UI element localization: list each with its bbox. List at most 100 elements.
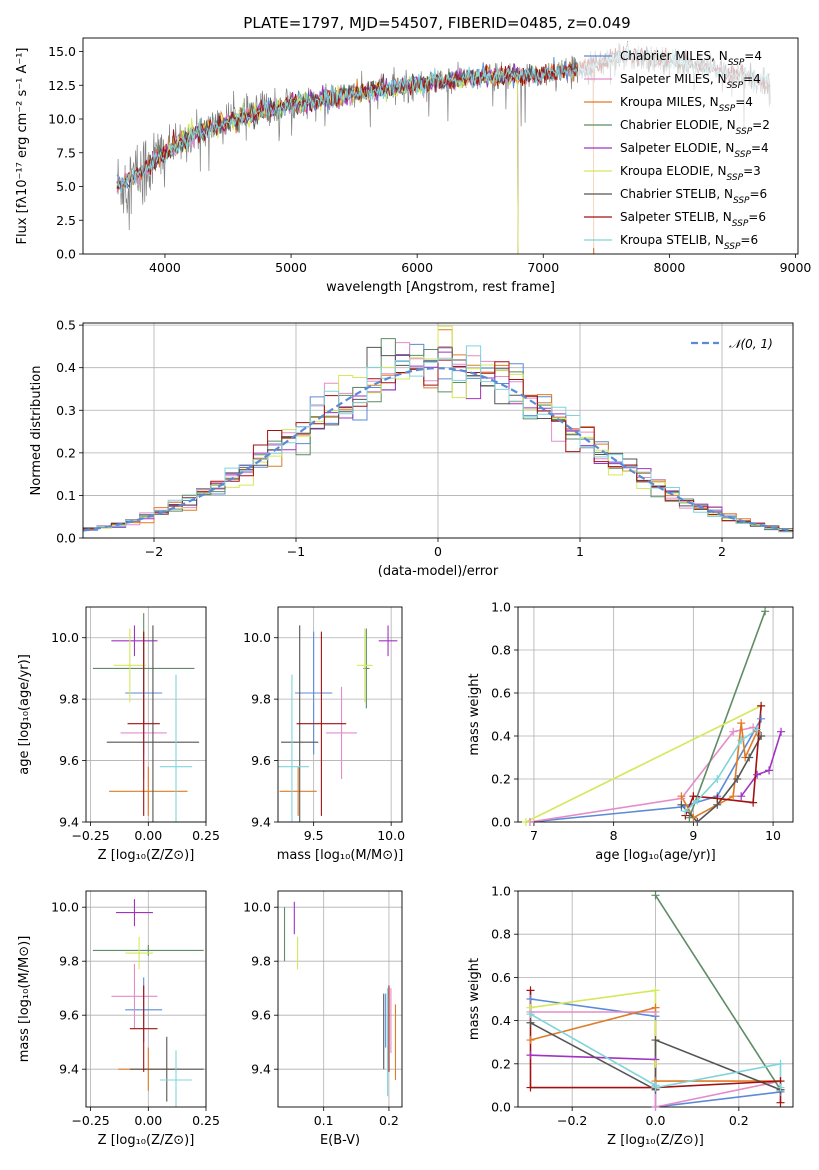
axes-frame <box>85 890 207 1108</box>
legend-entry: 𝒩(0, 1) <box>729 337 773 351</box>
y-axis-label: mass weight <box>467 958 482 1040</box>
y-tick-label: 0.1 <box>56 488 76 503</box>
errorbar-point <box>378 625 398 657</box>
x-tick-label: 0.1 <box>314 1113 334 1128</box>
axes-frame <box>82 322 794 539</box>
weight-line <box>529 726 754 822</box>
y-tick-label: 9.6 <box>59 1008 79 1023</box>
plot-area-mass_vs_EBV <box>283 901 397 1097</box>
legend-box <box>578 42 796 248</box>
x-tick-label: 7000 <box>527 260 559 275</box>
errorbar-point <box>129 985 158 1072</box>
errorbar-point <box>159 674 193 822</box>
x-axis-label: Z [log₁₀(Z/Z⊙)] <box>607 1133 704 1148</box>
weight-line <box>680 735 762 822</box>
weight-marker <box>745 753 754 762</box>
x-axis-label: Z [log₁₀(Z/Z⊙)] <box>98 1133 195 1148</box>
x-tick-label: 0.25 <box>192 828 220 843</box>
errorbar-point <box>109 766 188 816</box>
x-tick-label: 10 <box>765 828 781 843</box>
y-tick-label: 0.0 <box>491 815 511 830</box>
normal-curve <box>83 367 793 532</box>
axes-frame <box>277 890 403 1108</box>
weight-line <box>688 611 766 818</box>
errorbar-point <box>113 628 146 703</box>
y-tick-label: 0.5 <box>56 318 76 333</box>
weight-marker <box>729 792 738 801</box>
weight-marker <box>689 792 698 801</box>
x-tick-label: 8000 <box>653 260 685 275</box>
panel-mass_vs_Z: −0.25 0.00 0.25 9.4 9.6 9.8 10.0 Z [log₁₀(Z/Z⊙)… <box>17 890 220 1148</box>
errorbar-point <box>296 631 347 816</box>
weight-marker <box>753 725 762 734</box>
axes-frame <box>277 606 403 823</box>
y-tick-label: 10.0 <box>48 112 76 127</box>
y-tick-label: 0.6 <box>491 686 511 701</box>
x-tick-label: 9000 <box>780 260 812 275</box>
panel-spectrum: 4000 5000 6000 7000 8000 9000 0.0 2.5 5.0 7.5 10.0… <box>15 37 812 295</box>
x-tick-label: 0 <box>434 544 442 559</box>
x-tick-label: 4000 <box>149 260 181 275</box>
errorbar-point <box>111 625 158 657</box>
errorbar-point <box>127 631 160 816</box>
weight-marker <box>526 986 535 995</box>
y-tick-label: 10.0 <box>243 900 271 915</box>
y-axis-label: Normed distribution <box>29 366 44 496</box>
weight-marker <box>651 1103 660 1111</box>
weight-marker <box>693 796 702 805</box>
x-tick-label: −1 <box>287 544 305 559</box>
x-tick-label: −0.25 <box>71 1113 109 1128</box>
panel-weight_vs_age: 7 8 9 10 0.0 0.2 0.4 0.6 0.8 1.0 age [log₁₀(age/yr… <box>467 600 794 863</box>
y-tick-label: 9.6 <box>59 753 79 768</box>
weight-marker <box>776 1083 785 1092</box>
y-tick-label: 9.8 <box>59 692 79 707</box>
x-tick-label: 1 <box>576 544 584 559</box>
x-tick-label: 0.25 <box>192 1113 220 1128</box>
x-axis-label: wavelength [Angstrom, rest frame] <box>326 280 555 295</box>
y-tick-label: 0.3 <box>56 403 76 418</box>
axes-frame <box>82 37 799 255</box>
plot-area-weight_vs_age <box>525 611 782 822</box>
weight-line <box>530 1054 656 1061</box>
plot-area-residuals <box>83 325 793 533</box>
weight-marker <box>651 1083 660 1092</box>
residual-histogram <box>83 345 793 533</box>
errorbar-point <box>129 1036 204 1102</box>
errorbar-point <box>326 686 358 779</box>
x-tick-label: 5000 <box>275 260 307 275</box>
weight-line <box>654 894 782 1091</box>
errorbar-point <box>357 628 373 703</box>
errorbar-point <box>106 625 200 822</box>
y-axis-label: Flux [fλ10⁻¹⁷ erg cm⁻² s⁻¹ A⁻¹] <box>15 48 30 245</box>
weight-line <box>525 705 762 822</box>
y-tick-label: 0.2 <box>56 445 76 460</box>
weight-marker <box>713 775 722 783</box>
y-tick-label: 9.4 <box>59 815 79 830</box>
x-tick-label: 0.00 <box>134 828 162 843</box>
plot-area-age_vs_Z <box>92 613 200 822</box>
axes-frame <box>85 606 207 823</box>
x-axis-label: E(B-V) <box>320 1133 360 1148</box>
weight-marker <box>757 714 766 723</box>
weight-marker <box>677 800 686 809</box>
errorbar-point <box>278 674 309 822</box>
x-axis-label: mass [log₁₀(M/M⊙)] <box>277 848 404 863</box>
y-tick-label: 10.0 <box>51 630 79 645</box>
weight-marker <box>651 1003 660 1012</box>
model-spectrum-line <box>116 56 595 254</box>
x-axis-label: (data-model)/error <box>378 564 499 579</box>
x-tick-label: 6000 <box>401 260 433 275</box>
x-tick-label: 2 <box>718 544 726 559</box>
axes-frame <box>517 606 794 823</box>
weight-marker <box>526 1083 535 1092</box>
errorbar-point <box>281 625 319 822</box>
weight-marker <box>757 732 766 740</box>
y-tick-label: 2.5 <box>56 213 76 228</box>
residuals-legend: 𝒩(0, 1) <box>691 337 773 351</box>
x-tick-label: −2 <box>145 544 163 559</box>
errorbar-point <box>159 1050 193 1107</box>
weight-marker <box>737 736 746 745</box>
x-axis-label: Z [log₁₀(Z/Z⊙)] <box>98 848 195 863</box>
